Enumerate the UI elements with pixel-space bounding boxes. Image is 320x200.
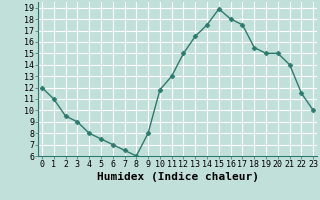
X-axis label: Humidex (Indice chaleur): Humidex (Indice chaleur): [97, 172, 259, 182]
